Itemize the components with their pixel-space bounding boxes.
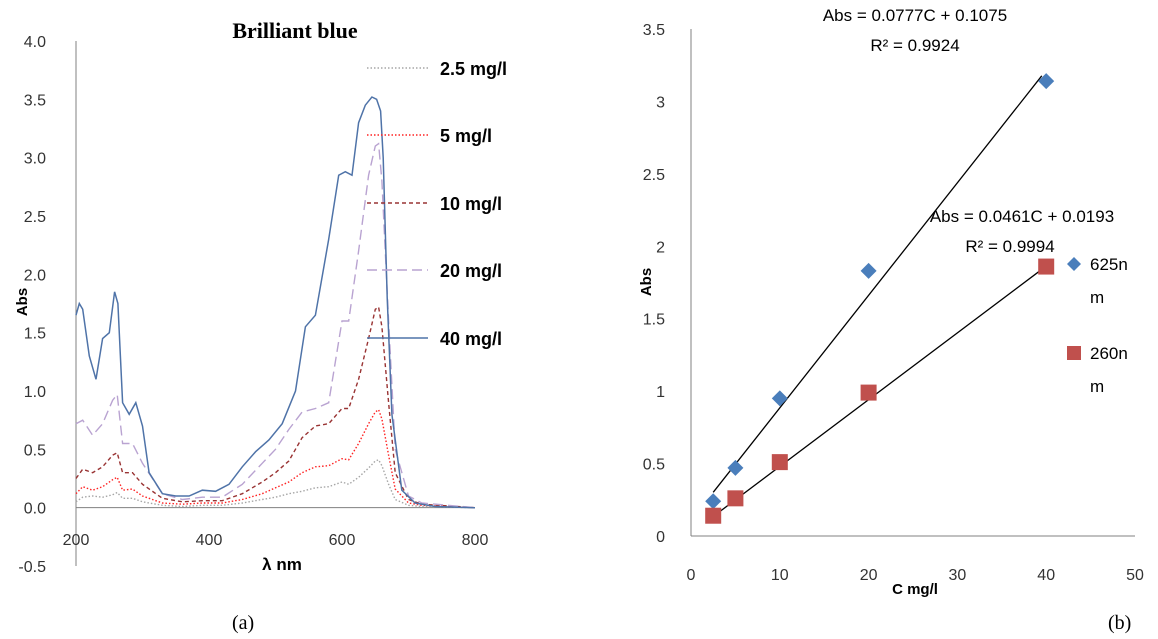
y-tick-label: -0.5 <box>18 559 46 576</box>
x-tick-label: 200 <box>63 532 90 549</box>
data-point-625nm <box>727 459 744 476</box>
legend-label-5: 40 mg/l <box>440 329 502 349</box>
x-tick-label: 30 <box>949 567 967 584</box>
x-tick-label: 50 <box>1126 567 1144 584</box>
y-tick-label: 2.5 <box>643 167 665 184</box>
trendline-equation-1: Abs = 0.0777C + 0.1075 <box>823 6 1007 25</box>
y-tick-label: 2 <box>656 239 665 256</box>
y-tick-label: 3.0 <box>24 151 46 168</box>
series-line-5 <box>75 96 476 509</box>
x-axis-label: λ nm <box>262 555 302 574</box>
series-line-3 <box>75 305 476 509</box>
data-point-625nm <box>771 390 788 407</box>
data-point-260nm <box>705 507 722 524</box>
x-tick-label: 10 <box>771 567 789 584</box>
y-axis-label: Abs <box>14 288 31 316</box>
y-tick-label: 4.0 <box>24 34 46 51</box>
x-tick-label: 600 <box>329 532 356 549</box>
legend-label-1-line2: m <box>1090 288 1104 307</box>
y-axis-label: Abs <box>638 268 655 296</box>
trendline-r2-2: R² = 0.9994 <box>965 237 1054 256</box>
data-point-625nm <box>1038 73 1055 90</box>
calibration-chart: 0 0.5 1 1.5 2 2.5 3 3.5 0 10 20 30 40 50 C mg/l Abs Abs … <box>638 6 1144 598</box>
data-point-260nm <box>1038 258 1055 275</box>
caption-b: (b) <box>1108 612 1132 634</box>
series-line-2 <box>75 408 476 509</box>
y-tick-label: 1.5 <box>643 312 665 329</box>
y-tick-label: 2.0 <box>24 267 46 284</box>
y-tick-label: 1 <box>656 384 665 401</box>
legend-label-1-line1: 625n <box>1090 255 1128 274</box>
x-tick-label: 800 <box>462 532 489 549</box>
legend-label-2: 5 mg/l <box>440 126 492 146</box>
y-tick-label: 3.5 <box>643 22 665 39</box>
y-tick-label: 0 <box>656 529 665 546</box>
data-point-625nm <box>860 262 877 279</box>
x-axis-label: C mg/l <box>892 581 938 598</box>
y-tick-label: 1.0 <box>24 384 46 401</box>
data-point-260nm <box>727 490 744 507</box>
legend-label-3: 10 mg/l <box>440 194 502 214</box>
y-tick-label: 0.0 <box>24 501 46 518</box>
chart-title: Brilliant blue <box>232 18 358 43</box>
x-tick-label: 0 <box>687 567 696 584</box>
legend-marker-625nm <box>1067 257 1081 271</box>
y-tick-label: 2.5 <box>24 209 46 226</box>
x-tick-label: 40 <box>1037 567 1055 584</box>
data-point-625nm <box>705 493 722 510</box>
data-point-260nm <box>771 454 788 471</box>
y-tick-label: 0.5 <box>24 442 46 459</box>
legend-label-1: 2.5 mg/l <box>440 59 507 79</box>
caption-a: (a) <box>232 612 255 634</box>
legend-label-4: 20 mg/l <box>440 261 502 281</box>
series-line-1 <box>75 458 476 509</box>
y-tick-label: 1.5 <box>24 326 46 343</box>
y-tick-label: 0.5 <box>643 457 665 474</box>
trendline-r2-1: R² = 0.9924 <box>870 36 959 55</box>
trendline-1 <box>712 75 1043 493</box>
legend-label-2-line2: m <box>1090 377 1104 396</box>
legend-label-2-line1: 260n <box>1090 344 1128 363</box>
x-tick-label: 20 <box>860 567 878 584</box>
y-tick-label: 3 <box>656 94 665 111</box>
series-line-4 <box>75 142 476 509</box>
spectrum-chart: -0.5 0.0 0.5 1.0 1.5 2.0 2.5 3.0 3.5 4.0 200 400 600… <box>14 18 507 576</box>
y-tick-label: 3.5 <box>24 92 46 109</box>
data-point-260nm <box>860 384 877 401</box>
trendline-equation-2: Abs = 0.0461C + 0.0193 <box>930 207 1114 226</box>
x-tick-label: 400 <box>196 532 223 549</box>
legend-marker-260nm <box>1067 346 1081 360</box>
trendline-2 <box>712 268 1043 518</box>
